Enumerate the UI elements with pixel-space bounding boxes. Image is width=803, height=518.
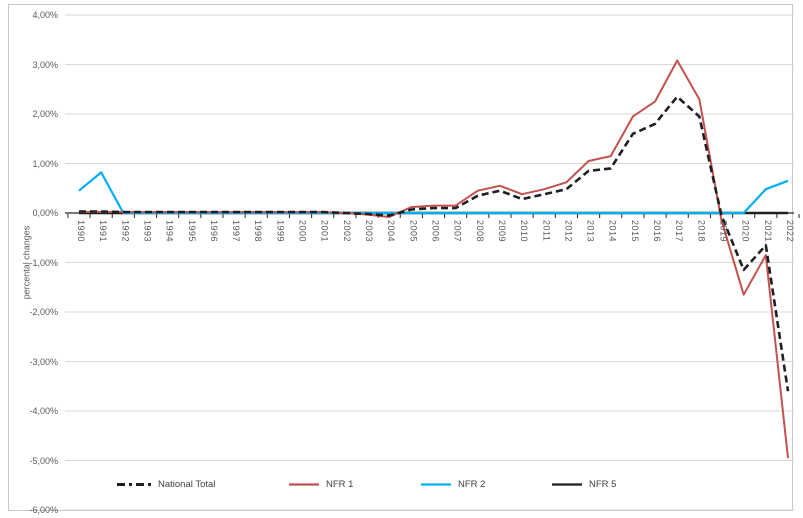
y-axis-tick-label: -3,00% [29,356,58,367]
x-axis-year-label: 2018 [696,220,707,243]
legend-label: NFR 5 [589,478,617,490]
x-axis-year-label: 2007 [452,220,463,243]
nfr5-line-sample-icon [552,482,582,486]
x-axis-year-label: 2005 [408,220,419,243]
x-axis-year-label: 2019 [718,220,729,243]
y-axis-tick-label: -1,00% [29,257,58,268]
y-axis-tick-label: -4,00% [29,406,58,416]
x-axis-year-label: 2017 [674,220,685,243]
nfr2-line-sample-icon [421,482,451,486]
x-axis-year-label: 2001 [319,220,330,243]
x-axis-year-label: 1992 [120,220,131,243]
x-axis-year-label: 2014 [607,220,618,243]
x-axis-year-label: 1993 [142,220,153,243]
x-axis-year-label: 2010 [519,220,530,243]
x-axis-year-label: 2012 [563,220,574,243]
x-axis-year-label: 2011 [541,220,552,242]
y-axis-tick-label: 0,00% [32,208,58,218]
x-axis-year-label: 2021 [762,220,773,243]
x-axis-year-label: 2013 [585,220,596,243]
y-axis-tick-label: 2,00% [32,109,58,119]
x-axis-year-label: 2009 [496,220,507,243]
x-axis-year-label: 2015 [629,220,640,243]
y-axis-tick-label: -5,00% [29,455,58,466]
legend-item-nfr1[interactable]: NFR 1 [289,476,353,492]
legend-label: National Total [158,478,216,490]
legend-label: NFR 2 [458,478,486,490]
legend-item-national-total[interactable]: National Total [117,476,215,492]
x-axis-year-label: 1996 [208,220,219,243]
x-axis-year-label: 1997 [231,220,242,243]
y-axis-tick-label: -2,00% [29,307,58,317]
x-axis-year-label: 2020 [740,220,751,243]
x-axis-year-label: 1990 [76,220,86,243]
y-axis-tick-label: 4,00% [32,10,58,20]
x-axis-year-label: 2006 [430,220,441,243]
x-axis-year-label: 1994 [164,220,175,243]
x-axis-year-label: 2008 [474,220,485,243]
y-axis-tick-label: 3,00% [32,59,58,70]
x-axis-year-label: 1995 [186,220,197,243]
legend-item-nfr2[interactable]: NFR 2 [421,476,485,492]
y-axis-tick-label: 1,00% [32,158,58,169]
x-axis-year-label: 2022 [784,220,795,243]
x-axis-year-label: 2002 [341,220,352,243]
x-axis-year-label: 2016 [652,220,663,243]
x-axis-year-label: 2004 [386,220,397,243]
x-axis-year-label: 2003 [364,220,374,243]
legend-label: NFR 1 [326,478,354,490]
national-total-line-sample-icon [117,482,151,486]
x-axis-year-label: 1991 [98,220,109,243]
x-axis-year-label: 1999 [275,220,286,243]
legend-item-nfr5[interactable]: NFR 5 [552,476,616,492]
x-axis-year-label: 1998 [253,220,264,243]
x-axis-year-label: 2000 [297,220,308,243]
nfr1-line-sample-icon [289,482,319,486]
y-axis-tick-label: -6,00% [29,505,58,515]
